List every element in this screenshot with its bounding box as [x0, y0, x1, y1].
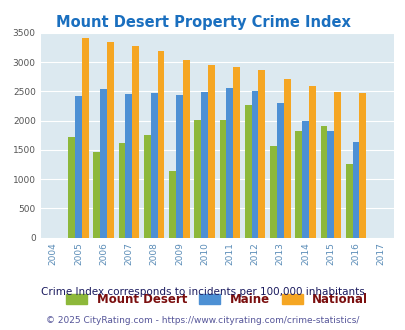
Bar: [107, 42, 114, 238]
Bar: [150, 93, 157, 238]
Bar: [194, 120, 201, 238]
Bar: [68, 137, 75, 238]
Legend: Mount Desert, Maine, National: Mount Desert, Maine, National: [61, 288, 372, 311]
Bar: [283, 79, 290, 238]
Bar: [232, 67, 239, 238]
Bar: [219, 120, 226, 238]
Bar: [308, 86, 315, 238]
Bar: [175, 95, 182, 238]
Bar: [132, 47, 139, 238]
Bar: [207, 65, 214, 238]
Text: Crime Index corresponds to incidents per 100,000 inhabitants: Crime Index corresponds to incidents per…: [41, 287, 364, 297]
Bar: [251, 91, 258, 238]
Bar: [294, 131, 301, 238]
Bar: [244, 105, 251, 238]
Bar: [93, 152, 100, 238]
Bar: [143, 135, 150, 238]
Bar: [352, 142, 358, 238]
Bar: [169, 171, 175, 238]
Bar: [358, 93, 365, 238]
Bar: [201, 92, 207, 238]
Bar: [182, 60, 189, 238]
Text: © 2025 CityRating.com - https://www.cityrating.com/crime-statistics/: © 2025 CityRating.com - https://www.city…: [46, 315, 359, 325]
Bar: [276, 103, 283, 238]
Text: Mount Desert Property Crime Index: Mount Desert Property Crime Index: [55, 15, 350, 30]
Bar: [100, 88, 107, 238]
Bar: [226, 88, 232, 238]
Bar: [320, 126, 326, 238]
Bar: [82, 38, 88, 238]
Bar: [75, 96, 82, 238]
Bar: [269, 147, 276, 238]
Bar: [157, 50, 164, 238]
Bar: [301, 121, 308, 238]
Bar: [118, 143, 125, 238]
Bar: [258, 70, 264, 238]
Bar: [345, 164, 352, 238]
Bar: [125, 94, 132, 238]
Bar: [326, 131, 333, 238]
Bar: [333, 92, 340, 238]
